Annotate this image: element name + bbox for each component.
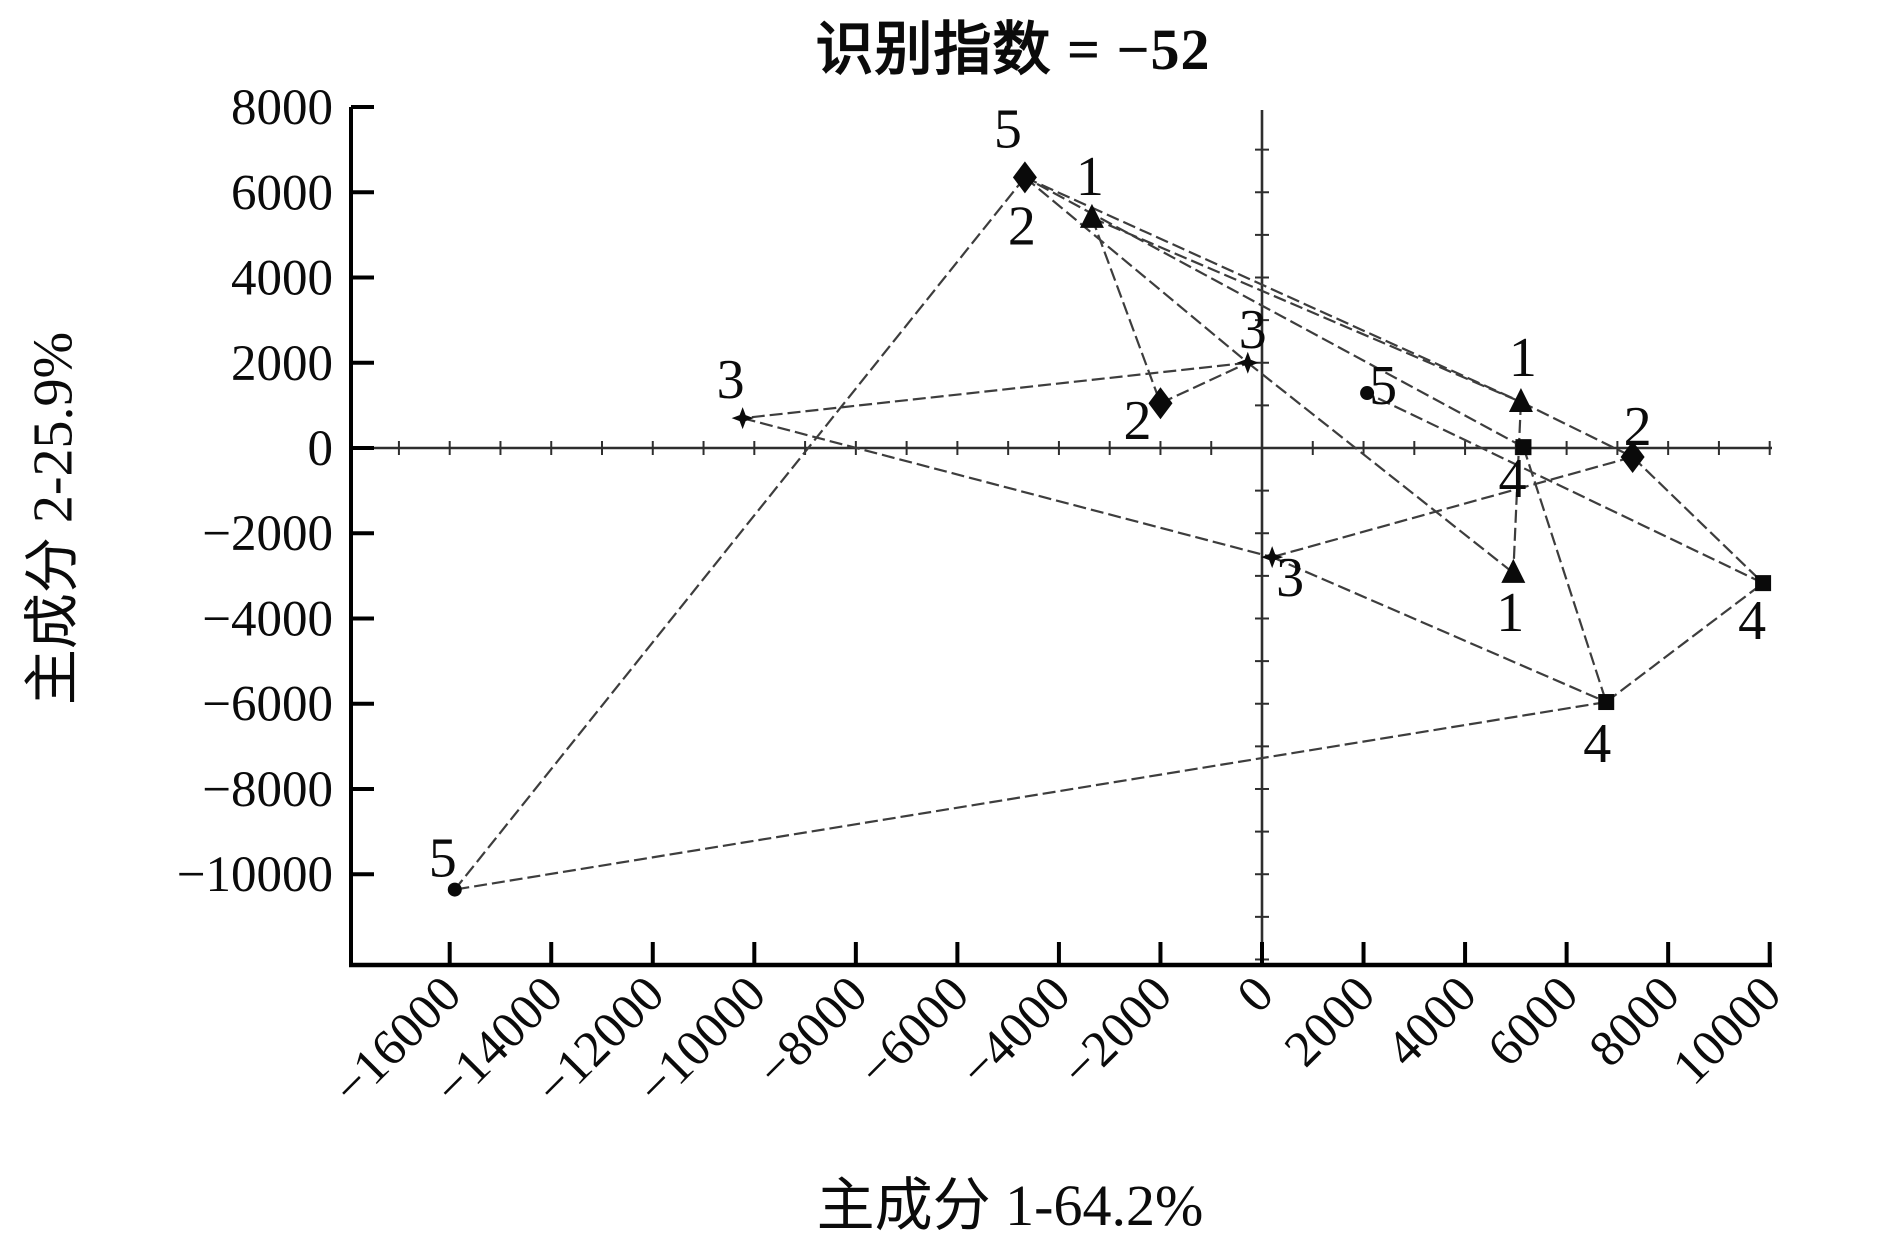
trajectory-segment xyxy=(453,176,1026,891)
y-tick-label: 6000 xyxy=(231,165,333,221)
point-label: 4 xyxy=(1583,713,1611,775)
y-tick-label: −6000 xyxy=(202,677,333,733)
x-tick-label: 4000 xyxy=(1376,966,1488,1078)
trajectory-segment xyxy=(742,417,1273,559)
data-point-triangle xyxy=(1508,387,1533,412)
data-point-square xyxy=(1598,694,1615,711)
trajectory-segment xyxy=(1090,217,1162,404)
data-point-square xyxy=(1515,439,1532,456)
y-tick-label: −10000 xyxy=(177,847,333,903)
point-label: 2 xyxy=(1008,195,1036,257)
x-tick-label: 2000 xyxy=(1274,966,1386,1078)
data-point-diamond xyxy=(1620,440,1645,473)
data-point-star xyxy=(1236,351,1259,374)
point-label: 5 xyxy=(429,828,457,890)
point-label: 1 xyxy=(1509,327,1537,389)
trajectory-segment xyxy=(1159,361,1249,405)
trajectory-segment xyxy=(1366,392,1764,585)
trajectory-segment xyxy=(1024,176,1249,364)
y-tick-label: −2000 xyxy=(202,506,333,562)
data-point-triangle xyxy=(1079,203,1104,228)
x-tick-label: −2000 xyxy=(1051,966,1183,1098)
point-label: 2 xyxy=(1123,390,1151,452)
trajectory-segment xyxy=(1605,582,1764,703)
data-point-diamond xyxy=(1148,387,1173,420)
point-label: 5 xyxy=(1369,355,1397,417)
trajectory-segment xyxy=(1271,556,1607,704)
y-tick-label: −4000 xyxy=(202,591,333,647)
trajectory-segment xyxy=(454,700,1607,891)
trajectory-segment xyxy=(1247,361,1514,574)
data-point-star xyxy=(731,407,754,430)
data-point-diamond xyxy=(1012,161,1037,194)
y-tick-label: 4000 xyxy=(231,251,333,307)
y-tick-label: 8000 xyxy=(231,80,333,136)
trajectory-segment xyxy=(1024,176,1524,449)
y-axis-title: 主成分 2-25.9% xyxy=(22,331,85,706)
x-tick-label: 0 xyxy=(1227,966,1285,1024)
data-point-square xyxy=(1755,575,1772,592)
trajectory-segment xyxy=(1024,176,1522,403)
trajectory-segment xyxy=(1520,400,1634,458)
data-point-dot xyxy=(1360,386,1375,401)
point-label: 5 xyxy=(994,98,1022,160)
point-label: 4 xyxy=(1738,590,1766,652)
point-label: 3 xyxy=(1239,299,1267,361)
point-label: 4 xyxy=(1498,448,1526,510)
x-axis-title: 主成分 1-64.2% xyxy=(816,1173,1204,1238)
trajectory-segment xyxy=(1631,456,1764,584)
trajectory-segment xyxy=(1271,455,1633,559)
point-label: 1 xyxy=(1076,146,1104,208)
point-label: 2 xyxy=(1624,396,1652,458)
x-tick-label: 10000 xyxy=(1662,966,1792,1096)
trajectory-segment xyxy=(1522,446,1608,703)
point-label: 3 xyxy=(717,349,745,411)
data-point-dot xyxy=(447,882,462,897)
x-tick-label: −6000 xyxy=(848,966,980,1098)
chart-title: 识别指数 = −52 xyxy=(815,17,1211,82)
y-tick-label: 0 xyxy=(308,421,334,477)
trajectory-segment xyxy=(1091,216,1522,403)
data-point-star xyxy=(1261,546,1284,569)
trajectory-segment xyxy=(742,361,1248,420)
x-tick-label: 6000 xyxy=(1477,966,1589,1078)
data-point-triangle xyxy=(1501,558,1526,583)
x-tick-label: −8000 xyxy=(746,966,878,1098)
trajectory-segment xyxy=(1512,401,1523,573)
point-label: 3 xyxy=(1276,547,1304,609)
y-tick-label: 2000 xyxy=(231,336,333,392)
x-tick-label: −4000 xyxy=(949,966,1081,1098)
y-tick-label: −8000 xyxy=(202,762,333,818)
point-label: 1 xyxy=(1496,582,1524,644)
